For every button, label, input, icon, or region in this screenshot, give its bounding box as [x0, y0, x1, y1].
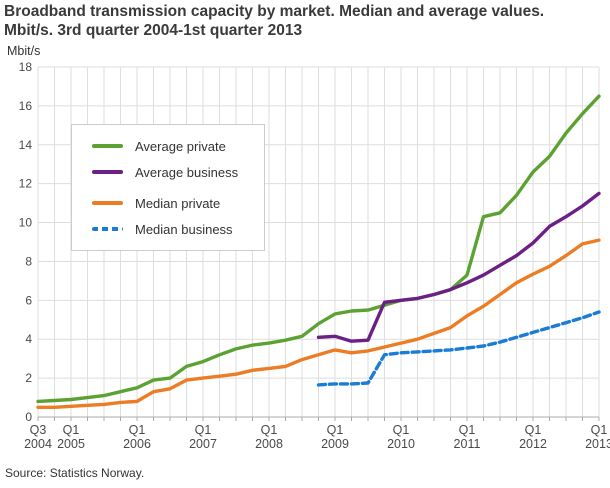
svg-text:2008: 2008: [255, 437, 283, 451]
svg-text:Q1: Q1: [459, 423, 476, 437]
svg-text:Q1: Q1: [393, 423, 410, 437]
legend-item-median-private: Median private: [92, 193, 264, 213]
legend-label-median-private: Median private: [135, 195, 221, 211]
median-business-dashed-line-icon: [92, 227, 123, 231]
svg-text:2004: 2004: [24, 437, 52, 451]
svg-text:Q1: Q1: [195, 423, 212, 437]
legend-item-average-business: Average business: [92, 162, 264, 182]
svg-text:Q1: Q1: [63, 423, 80, 437]
svg-text:16: 16: [19, 99, 33, 113]
legend-label-average-business: Average business: [135, 164, 239, 180]
svg-text:12: 12: [19, 177, 33, 191]
svg-text:Q1: Q1: [327, 423, 344, 437]
svg-text:14: 14: [19, 138, 33, 152]
svg-text:2010: 2010: [387, 437, 415, 451]
svg-text:2: 2: [25, 371, 32, 385]
svg-text:2013: 2013: [585, 437, 610, 451]
legend-label-median-business: Median business: [135, 221, 233, 237]
svg-text:Q1: Q1: [129, 423, 146, 437]
svg-text:8: 8: [25, 254, 32, 268]
svg-text:2011: 2011: [454, 437, 481, 451]
chart-legend: Average private Average business Median …: [71, 124, 265, 251]
legend-label-average-private: Average private: [135, 138, 226, 154]
average-business-line-icon: [92, 170, 123, 174]
svg-text:2012: 2012: [519, 437, 547, 451]
legend-item-average-private: Average private: [92, 136, 264, 156]
title-line-1: Broadband transmission capacity by marke…: [4, 3, 545, 20]
legend-item-median-business: Median business: [92, 219, 264, 239]
svg-text:18: 18: [19, 60, 33, 74]
svg-text:10: 10: [19, 216, 33, 230]
svg-text:4: 4: [25, 332, 32, 346]
svg-text:2007: 2007: [189, 437, 217, 451]
svg-text:Q1: Q1: [261, 423, 278, 437]
svg-text:2006: 2006: [123, 437, 151, 451]
average-private-line-icon: [92, 144, 123, 148]
page-title: Broadband transmission capacity by marke…: [4, 2, 604, 40]
svg-text:Q1: Q1: [591, 423, 608, 437]
svg-text:Q3: Q3: [30, 423, 47, 437]
svg-text:0: 0: [25, 410, 32, 424]
y-axis-unit-label: Mbit/s: [7, 44, 41, 58]
title-line-2: Mbit/s. 3rd quarter 2004-1st quarter 201…: [4, 22, 303, 39]
svg-text:2009: 2009: [321, 437, 349, 451]
median-private-line-icon: [92, 201, 123, 205]
source-text: Source: Statistics Norway.: [5, 466, 145, 480]
svg-text:2005: 2005: [57, 437, 85, 451]
svg-text:Q1: Q1: [525, 423, 542, 437]
svg-text:6: 6: [25, 293, 32, 307]
